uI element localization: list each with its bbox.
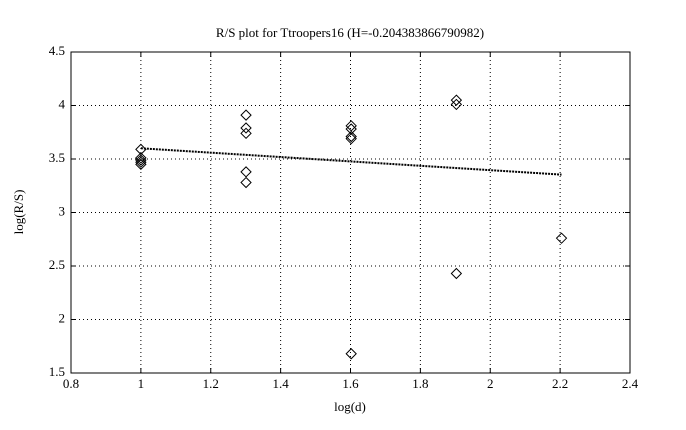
y-tick-label: 4.5 <box>49 43 65 58</box>
data-point <box>240 109 252 121</box>
x-tick-label: 1 <box>138 376 145 391</box>
x-tick-label: 2.2 <box>552 376 568 391</box>
data-point <box>135 156 147 168</box>
plot-frame <box>70 51 631 374</box>
y-tick-label: 3 <box>59 203 66 218</box>
data-point <box>135 154 147 166</box>
data-point <box>450 94 463 106</box>
data-point <box>135 152 147 164</box>
x-tick-label: 1.8 <box>412 376 428 391</box>
fit-line <box>140 147 562 176</box>
data-point <box>135 158 147 171</box>
y-tick-label: 1.5 <box>49 364 65 379</box>
x-tick-label: 1.6 <box>342 376 359 391</box>
data-point <box>555 232 568 244</box>
x-tick-label: 2.4 <box>622 376 639 391</box>
x-tick-label: 1.4 <box>273 376 290 391</box>
y-tick-label: 3.5 <box>49 150 65 165</box>
data-point <box>450 98 463 111</box>
y-tick-label: 2 <box>59 310 66 325</box>
data-point <box>450 267 463 280</box>
data-point <box>240 127 252 140</box>
x-tick-label: 1.2 <box>203 376 219 391</box>
data-point <box>240 122 252 134</box>
data-point <box>345 348 357 360</box>
y-tick-label: 4 <box>59 96 66 111</box>
y-tick-label: 2.5 <box>49 257 65 272</box>
data-point <box>345 130 357 143</box>
chart-title: R/S plot for Ttroopers16 (H=-0.204383866… <box>216 25 484 40</box>
x-tick-label: 0.8 <box>63 376 79 391</box>
y-axis-label: log(R/S) <box>11 190 26 235</box>
data-point <box>345 132 357 145</box>
x-axis-label: log(d) <box>334 399 366 414</box>
x-tick-label: 2 <box>487 376 494 391</box>
data-point <box>240 176 252 189</box>
